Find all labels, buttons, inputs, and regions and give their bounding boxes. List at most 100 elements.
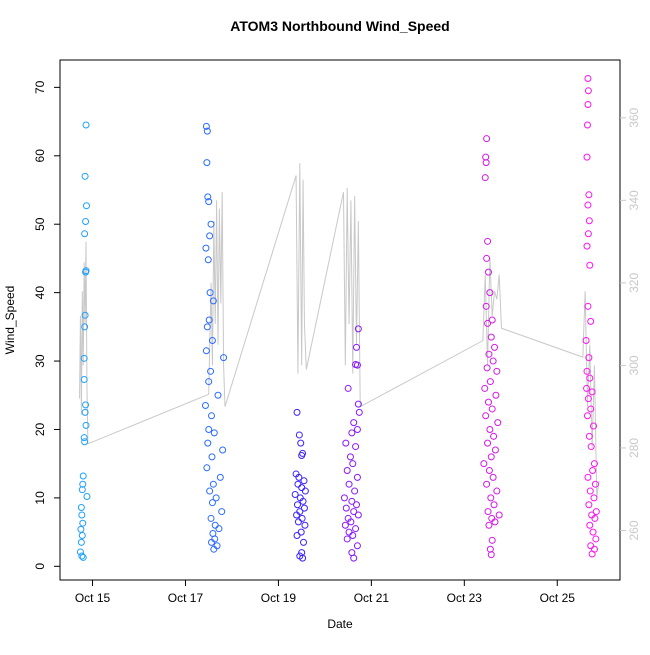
point	[207, 220, 215, 228]
point	[485, 521, 493, 529]
point	[487, 494, 495, 502]
point	[210, 545, 218, 553]
point	[493, 487, 501, 495]
point	[349, 460, 357, 468]
point	[584, 74, 592, 82]
point	[81, 438, 89, 446]
y-axis-label: Wind_Speed	[3, 286, 17, 355]
point	[490, 501, 498, 509]
point	[584, 230, 592, 238]
point	[82, 401, 90, 409]
x-tick-label: Oct 17	[168, 591, 204, 605]
x-tick-label: Oct 23	[447, 591, 483, 605]
y2-tick-label: 340	[627, 190, 641, 210]
point	[346, 453, 354, 461]
point	[584, 395, 592, 403]
point	[81, 323, 89, 331]
point	[350, 508, 358, 516]
y2-tick-label: 260	[627, 520, 641, 540]
point	[212, 494, 220, 502]
point	[343, 535, 351, 543]
point	[293, 532, 301, 540]
point	[344, 384, 352, 392]
point	[491, 446, 499, 454]
point	[343, 467, 351, 475]
y2-tick-label: 280	[627, 438, 641, 458]
point	[79, 519, 87, 527]
point	[493, 367, 501, 375]
point	[295, 431, 303, 439]
point	[590, 494, 598, 502]
point	[584, 201, 592, 209]
point	[488, 536, 496, 544]
point	[297, 528, 305, 536]
point	[353, 361, 361, 369]
chart-title: ATOM3 Northbound Wind_Speed	[230, 18, 449, 34]
point	[202, 122, 210, 130]
point	[488, 405, 496, 413]
point	[482, 302, 490, 310]
point	[484, 319, 492, 327]
y-tick-label: 10	[33, 491, 47, 505]
point	[587, 443, 595, 451]
point	[80, 354, 88, 362]
point	[300, 504, 308, 512]
point	[354, 400, 362, 408]
point	[353, 425, 361, 433]
point	[297, 439, 305, 447]
point	[82, 421, 90, 429]
point	[585, 432, 593, 440]
point	[592, 535, 600, 543]
point	[586, 521, 594, 529]
point	[483, 364, 491, 372]
y-tick-label: 60	[33, 149, 47, 163]
point	[300, 477, 308, 485]
point	[353, 473, 361, 481]
point	[482, 159, 490, 167]
point	[83, 493, 91, 501]
point	[205, 425, 213, 433]
point	[77, 503, 85, 511]
point	[78, 486, 86, 494]
point	[584, 473, 592, 481]
point	[220, 354, 228, 362]
point	[203, 464, 211, 472]
point	[488, 316, 496, 324]
point	[494, 419, 502, 427]
x-tick-label: Oct 25	[540, 591, 576, 605]
point	[293, 408, 301, 416]
x-tick-label: Oct 15	[75, 591, 111, 605]
point	[80, 376, 88, 384]
point	[204, 439, 212, 447]
point	[341, 521, 349, 529]
y-tick-label: 0	[33, 563, 47, 570]
point	[481, 174, 489, 182]
point	[584, 100, 592, 108]
point	[82, 202, 90, 210]
point	[492, 391, 500, 399]
point	[491, 518, 499, 526]
point	[77, 538, 85, 546]
point	[489, 357, 497, 365]
point	[352, 343, 360, 351]
point	[350, 419, 358, 427]
point	[81, 172, 89, 180]
point	[490, 432, 498, 440]
point	[299, 554, 307, 562]
point	[78, 532, 86, 540]
point	[207, 514, 215, 522]
point	[349, 532, 357, 540]
point	[218, 508, 226, 516]
point	[354, 511, 362, 519]
point	[484, 237, 492, 245]
point	[583, 121, 591, 129]
point	[207, 367, 215, 375]
point	[293, 501, 301, 509]
point	[291, 490, 299, 498]
point	[209, 297, 217, 305]
point	[482, 412, 490, 420]
point	[588, 550, 596, 558]
point	[206, 289, 214, 297]
point	[76, 548, 84, 556]
